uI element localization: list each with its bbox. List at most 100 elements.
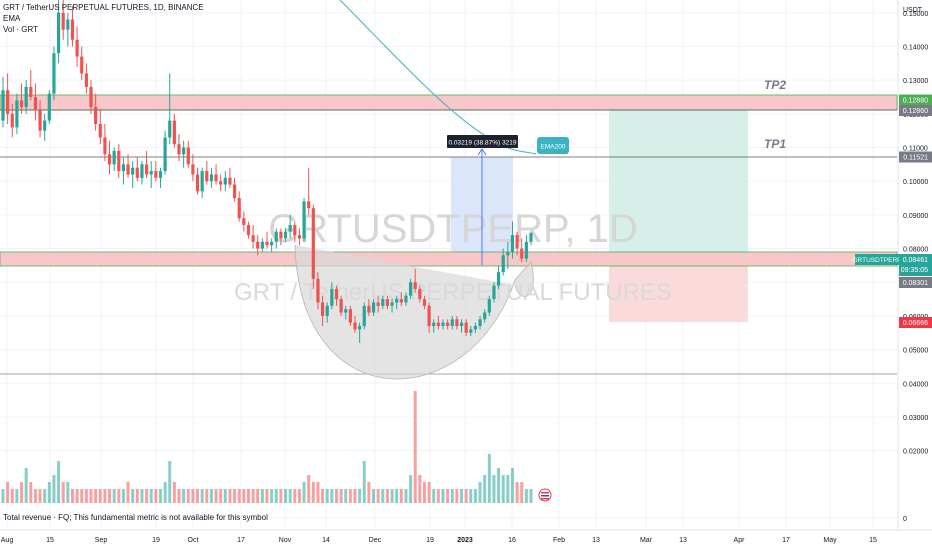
volume-bar <box>321 489 325 503</box>
volume-bar <box>288 489 292 503</box>
candle-body <box>140 164 144 178</box>
price-tick-label: 0.05000 <box>903 348 928 355</box>
price-tick-label: 0.03000 <box>903 415 928 422</box>
candle-body <box>1 90 5 121</box>
candle-body <box>371 302 376 313</box>
stop-zone <box>609 265 748 322</box>
volume-bar <box>344 489 348 503</box>
time-tick-label: 17 <box>237 537 245 544</box>
volume-bar <box>43 489 47 503</box>
volume-bar <box>29 482 33 503</box>
candle-body <box>520 248 524 259</box>
candle-body <box>163 137 167 172</box>
candle-body <box>367 305 371 313</box>
time-tick-label: 13 <box>592 537 600 544</box>
candle-body <box>56 12 61 54</box>
price-tick-label: 0.09000 <box>903 213 928 220</box>
candle-body <box>205 171 209 182</box>
volume-bar <box>302 482 306 503</box>
candle-body <box>237 198 241 219</box>
volume-bar <box>506 475 510 503</box>
candle-body <box>242 218 246 225</box>
candle-body <box>283 231 288 239</box>
footer-revenue-note: Total revenue · FQ; This fundamental met… <box>3 513 268 522</box>
time-tick-label: 13 <box>679 537 687 544</box>
candle-body <box>279 231 283 239</box>
candle-body <box>131 167 135 175</box>
volume-bar <box>75 489 79 503</box>
volume-bar <box>520 482 524 503</box>
candlesticks <box>1 0 533 343</box>
svg-text:0.12860: 0.12860 <box>903 108 928 115</box>
candle-body <box>455 319 459 327</box>
candle-body <box>404 295 408 303</box>
candle-body <box>177 144 181 155</box>
price-tick-label: 0.02000 <box>903 449 928 456</box>
candle-body <box>228 177 232 185</box>
time-tick-label: Nov <box>279 537 292 544</box>
volume-bar <box>478 482 482 503</box>
volume-bar <box>10 489 14 503</box>
volume-bar <box>270 489 274 503</box>
candle-body <box>362 305 366 327</box>
volume-bar <box>20 482 24 503</box>
svg-text:09:35:05: 09:35:05 <box>901 267 928 274</box>
price-axis-currency: USDT <box>903 7 923 14</box>
volume-bar <box>163 482 167 503</box>
time-tick-label: 15 <box>46 537 54 544</box>
indicator-ema-label[interactable]: EMA <box>3 14 21 23</box>
candle-body <box>492 285 496 300</box>
volume-bar <box>196 489 200 503</box>
volume-bar <box>492 475 496 503</box>
volume-bar <box>33 489 37 503</box>
time-tick-label: Sep <box>95 537 108 544</box>
candle-body <box>47 93 51 121</box>
candle-body <box>135 167 139 178</box>
time-tick-label: 15 <box>869 537 877 544</box>
volume-bar <box>284 489 288 503</box>
earnings-flag-icon[interactable] <box>538 488 552 502</box>
support-zone <box>0 251 898 267</box>
candle-body <box>325 305 329 316</box>
candle-body <box>334 288 339 300</box>
candle-body <box>29 86 33 97</box>
volume-bar <box>246 489 250 503</box>
volume-bar <box>140 489 144 503</box>
svg-text:0.08301: 0.08301 <box>903 280 928 287</box>
volume-bar <box>464 489 468 503</box>
volume-bar <box>524 489 528 503</box>
indicator-volume-label[interactable]: Vol · GRT <box>3 25 38 34</box>
volume-bar <box>103 489 107 503</box>
volume-bar <box>191 489 195 503</box>
candle-body <box>182 147 186 155</box>
candle-body <box>487 299 491 313</box>
time-tick-label: May <box>823 537 837 544</box>
candle-body <box>84 73 88 87</box>
volume-bar <box>311 482 315 503</box>
candle-body <box>496 272 501 286</box>
candle-body <box>501 255 505 273</box>
volume-bar <box>84 489 88 503</box>
candle-body <box>506 251 510 256</box>
volume-bar <box>251 489 255 503</box>
tp1-label: TP1 <box>764 137 786 151</box>
candle-body <box>158 171 163 178</box>
volume-bar <box>390 489 394 503</box>
candle-body <box>232 184 237 199</box>
time-tick-label: 17 <box>782 537 790 544</box>
volume-bar <box>131 489 135 503</box>
ema-tag-box <box>537 137 569 154</box>
candle-body <box>510 235 515 252</box>
symbol-title[interactable]: GRT / TetherUS PERPETUAL FUTURES, 1D, BI… <box>3 3 204 12</box>
price-tick-label: 0 <box>903 516 907 523</box>
volume-bar <box>66 482 70 503</box>
volume-bar <box>279 489 283 503</box>
candle-body <box>427 305 431 327</box>
candle-body <box>251 235 255 242</box>
volume-bar <box>158 489 162 503</box>
volume-bar <box>362 461 366 503</box>
svg-text:0.06666: 0.06666 <box>903 320 928 327</box>
volume-bar <box>228 489 232 503</box>
candle-body <box>436 322 440 327</box>
